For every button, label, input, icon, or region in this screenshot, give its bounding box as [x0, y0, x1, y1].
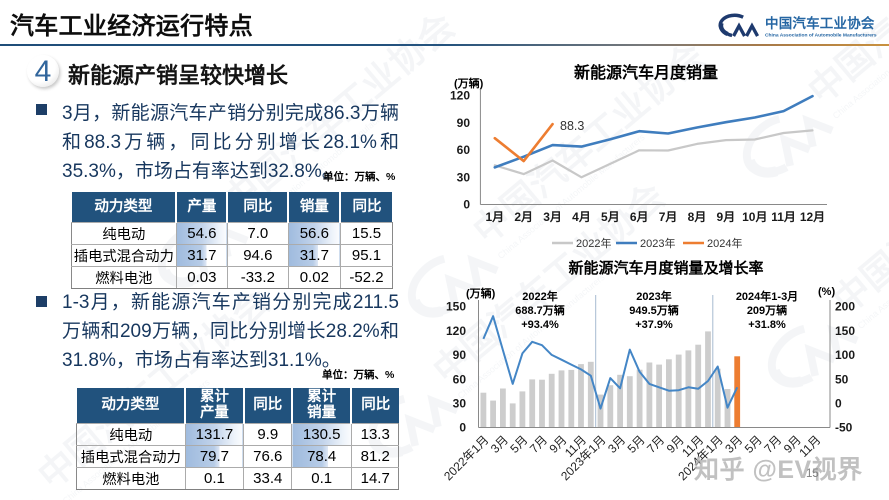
svg-text:200: 200 — [835, 300, 855, 314]
svg-text:88.3: 88.3 — [560, 119, 584, 133]
svg-text:60: 60 — [453, 372, 467, 386]
svg-text:2024年: 2024年 — [707, 236, 742, 250]
svg-text:6月: 6月 — [630, 210, 649, 224]
svg-text:688.7万辆: 688.7万辆 — [515, 303, 565, 317]
svg-text:11月: 11月 — [771, 210, 796, 224]
svg-text:4月: 4月 — [572, 210, 591, 224]
svg-text:209万辆: 209万辆 — [747, 303, 787, 317]
svg-text:新能源汽车月度销量及增长率: 新能源汽车月度销量及增长率 — [568, 259, 763, 277]
svg-text:120: 120 — [446, 324, 466, 338]
svg-text:120: 120 — [450, 89, 470, 103]
svg-text:3月: 3月 — [543, 210, 562, 224]
svg-text:(万辆): (万辆) — [454, 76, 484, 90]
svg-text:2022年: 2022年 — [522, 289, 557, 303]
svg-text:0: 0 — [463, 198, 470, 212]
svg-text:中国汽车工业协会: 中国汽车工业协会 — [765, 15, 875, 31]
svg-text:9月: 9月 — [717, 210, 736, 224]
svg-text:949.5万辆: 949.5万辆 — [629, 303, 679, 317]
svg-text:12月: 12月 — [800, 210, 825, 224]
svg-text:2023年: 2023年 — [640, 236, 675, 250]
svg-text:+37.9%: +37.9% — [635, 319, 673, 331]
svg-text:(万辆): (万辆) — [466, 286, 496, 300]
svg-text:China Association of Automobil: China Association of Automobile Manufact… — [765, 32, 877, 38]
svg-text:60: 60 — [457, 143, 471, 157]
svg-text:8月: 8月 — [688, 210, 707, 224]
svg-text:+31.8%: +31.8% — [748, 319, 786, 331]
svg-text:3月: 3月 — [605, 433, 628, 456]
svg-text:新能源汽车月度销量: 新能源汽车月度销量 — [574, 63, 718, 82]
svg-text:7月: 7月 — [527, 433, 550, 456]
svg-text:90: 90 — [457, 116, 471, 130]
svg-text:(%): (%) — [818, 286, 835, 298]
svg-text:150: 150 — [446, 300, 466, 314]
svg-text:5月: 5月 — [507, 433, 530, 456]
svg-text:10月: 10月 — [742, 210, 767, 224]
svg-text:7月: 7月 — [644, 433, 667, 456]
svg-text:0: 0 — [459, 421, 466, 435]
svg-text:5月: 5月 — [625, 433, 648, 456]
svg-text:2023年: 2023年 — [636, 289, 671, 303]
svg-text:2022年1月: 2022年1月 — [441, 433, 491, 483]
svg-text:150: 150 — [835, 324, 855, 338]
svg-text:7月: 7月 — [659, 210, 678, 224]
svg-text:30: 30 — [457, 170, 471, 184]
svg-text:3月: 3月 — [488, 433, 511, 456]
svg-text:+93.4%: +93.4% — [521, 319, 559, 331]
svg-text:1月: 1月 — [485, 210, 504, 224]
svg-text:2月: 2月 — [514, 210, 533, 224]
svg-text:0: 0 — [835, 397, 842, 411]
svg-text:5月: 5月 — [601, 210, 620, 224]
svg-text:90: 90 — [453, 348, 467, 362]
svg-text:2024年1-3月: 2024年1-3月 — [736, 289, 798, 303]
svg-text:100: 100 — [835, 348, 855, 362]
svg-text:50: 50 — [835, 372, 849, 386]
svg-text:30: 30 — [453, 397, 467, 411]
svg-text:-50: -50 — [835, 421, 853, 435]
svg-text:2022年: 2022年 — [576, 236, 611, 250]
